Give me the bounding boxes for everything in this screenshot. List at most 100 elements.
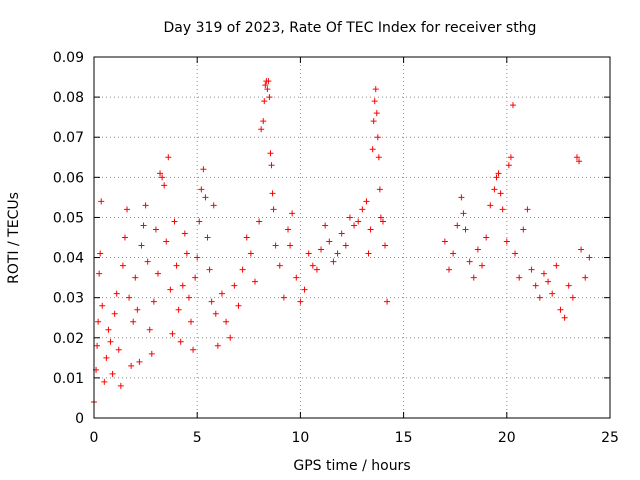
- data-point: [152, 226, 159, 233]
- data-point: [512, 250, 519, 257]
- data-point: [355, 218, 362, 225]
- data-point: [497, 190, 504, 197]
- data-point: [117, 382, 124, 389]
- data-point: [200, 166, 207, 173]
- data-point: [322, 222, 329, 229]
- data-point: [130, 318, 137, 325]
- data-point: [181, 230, 188, 237]
- data-point: [309, 262, 316, 269]
- data-point: [105, 326, 112, 333]
- y-tick-label: 0: [75, 411, 84, 427]
- data-point: [183, 250, 190, 257]
- data-point: [243, 234, 250, 241]
- y-tick-label: 0.03: [53, 291, 84, 307]
- data-point: [258, 126, 265, 133]
- data-point: [206, 266, 213, 273]
- data-point: [487, 202, 494, 209]
- y-tick-label: 0.08: [53, 90, 84, 106]
- y-tick-label: 0.02: [53, 331, 84, 347]
- data-point: [586, 254, 593, 261]
- data-point: [144, 258, 151, 265]
- data-point: [267, 150, 274, 157]
- data-point: [470, 274, 477, 281]
- data-point: [483, 234, 490, 241]
- data-point: [374, 134, 381, 141]
- data-point: [460, 210, 467, 217]
- data-point: [115, 346, 122, 353]
- data-point: [173, 262, 180, 269]
- data-point: [493, 174, 500, 181]
- x-tick-label: 15: [395, 430, 413, 446]
- data-point: [140, 222, 147, 229]
- data-point: [509, 102, 516, 109]
- data-point: [359, 206, 366, 213]
- data-point: [365, 250, 372, 257]
- data-point: [138, 242, 145, 249]
- data-point: [99, 302, 106, 309]
- data-point: [330, 258, 337, 265]
- data-point: [503, 238, 510, 245]
- data-point: [289, 210, 296, 217]
- data-point: [505, 162, 512, 169]
- data-point: [171, 218, 178, 225]
- y-tick-label: 0.06: [53, 170, 84, 186]
- data-point: [94, 342, 101, 349]
- chart-title: Day 319 of 2023, Rate Of TEC Index for r…: [164, 20, 537, 36]
- data-point: [479, 262, 486, 269]
- data-point: [235, 302, 242, 309]
- data-point: [454, 222, 461, 229]
- data-point: [326, 238, 333, 245]
- data-point: [266, 94, 273, 101]
- data-point: [540, 270, 547, 277]
- data-point: [188, 318, 195, 325]
- data-point: [379, 218, 386, 225]
- data-point: [95, 318, 102, 325]
- data-point: [239, 266, 246, 273]
- data-point: [261, 98, 268, 105]
- data-point: [377, 214, 384, 221]
- data-point: [97, 250, 104, 257]
- data-point: [346, 214, 353, 221]
- data-point: [553, 262, 560, 269]
- data-point: [198, 186, 205, 193]
- data-point: [466, 258, 473, 265]
- data-point: [265, 78, 272, 85]
- data-point: [370, 118, 377, 125]
- data-point: [194, 254, 201, 261]
- data-point: [384, 298, 391, 305]
- x-tick-label: 20: [498, 430, 516, 446]
- data-point: [154, 270, 161, 277]
- data-point: [573, 154, 580, 161]
- data-point: [202, 194, 209, 201]
- data-point: [196, 218, 203, 225]
- data-point: [208, 298, 215, 305]
- data-point: [351, 222, 358, 229]
- data-point: [262, 82, 269, 89]
- data-point: [247, 250, 254, 257]
- data-point: [218, 290, 225, 297]
- data-point: [285, 226, 292, 233]
- data-point: [545, 278, 552, 285]
- data-point: [251, 278, 258, 285]
- data-point: [231, 282, 238, 289]
- grid: [94, 57, 610, 418]
- data-point: [338, 230, 345, 237]
- data-point: [157, 170, 164, 177]
- data-point: [175, 306, 182, 313]
- data-point: [165, 154, 172, 161]
- data-point: [179, 282, 186, 289]
- y-tick-label: 0.07: [53, 130, 84, 146]
- data-point: [113, 290, 120, 297]
- data-point: [96, 270, 103, 277]
- tick-labels: 0 5 10 15 20 25 0 0.01 0.02 0.03 0.04 0.05 0.06 0.07 0…: [53, 50, 619, 446]
- data-point: [516, 274, 523, 281]
- data-point: [212, 310, 219, 317]
- data-point: [373, 110, 380, 117]
- data-point: [126, 294, 133, 301]
- data-point: [287, 242, 294, 249]
- y-tick-label: 0.09: [53, 50, 84, 66]
- data-point: [528, 266, 535, 273]
- data-point: [128, 362, 135, 369]
- data-point: [446, 266, 453, 273]
- y-tick-label: 0.04: [53, 251, 84, 267]
